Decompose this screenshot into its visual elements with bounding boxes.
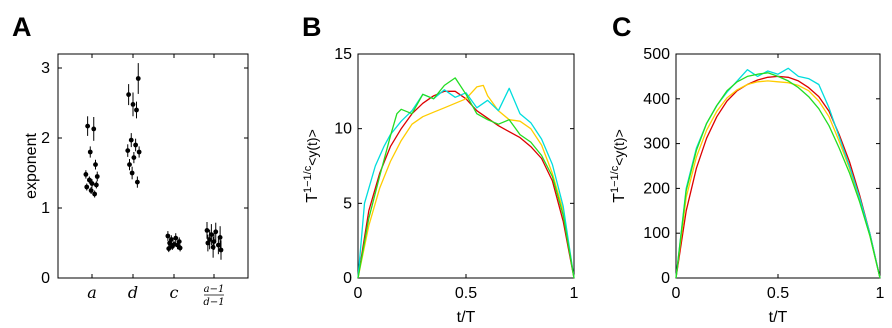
panel-b-ylabel: T1−1/c<y(t)>	[302, 129, 321, 203]
data-point	[130, 171, 135, 176]
data-point	[89, 188, 94, 193]
data-point	[165, 234, 170, 239]
ytick-label: 500	[643, 46, 670, 63]
ytick-label: 10	[334, 121, 352, 138]
panel-c-lines	[676, 68, 880, 278]
ytick-label: 1	[41, 200, 50, 217]
panel-b-ylabel-sup: 1−1/c	[302, 165, 314, 193]
data-point	[92, 192, 97, 197]
data-point	[131, 155, 136, 160]
series-line-2	[358, 88, 574, 278]
data-point	[93, 162, 98, 167]
ytick-label: 2	[41, 130, 50, 147]
data-point	[126, 92, 131, 97]
panel-c-xlabel: t/T	[769, 309, 788, 326]
xtick-label-denominator: d−1	[203, 297, 224, 308]
series-line-3	[676, 73, 880, 278]
panel-c: C t/T T1−1/c<y(t)> 0 100 200 300 400 500 0 0.5…	[609, 12, 885, 326]
xtick-label: 1	[570, 285, 579, 302]
xtick-label: 1	[876, 285, 885, 302]
data-point	[134, 108, 139, 113]
data-point	[173, 236, 178, 241]
series-line-3	[358, 78, 574, 278]
data-point	[133, 143, 138, 148]
data-point	[127, 162, 132, 167]
panel-a-points	[83, 63, 223, 260]
data-point	[216, 243, 221, 248]
series-line-1	[676, 81, 880, 278]
xtick-label: c	[170, 283, 179, 302]
data-point	[135, 180, 140, 185]
panel-c-ylabel-sup: 1−1/c	[609, 165, 621, 193]
data-point	[178, 246, 183, 251]
panel-a-ylabel: exponent	[23, 133, 40, 199]
xtick-label: 0.5	[455, 285, 477, 302]
data-point	[88, 150, 93, 155]
data-point	[131, 102, 136, 107]
xtick-label: a	[87, 283, 97, 302]
panel-label-a: A	[12, 12, 32, 42]
panel-c-ylabel-rest: <y(t)>	[611, 129, 627, 166]
xtick-label-numerator: a−1	[204, 284, 225, 295]
data-point	[137, 150, 142, 155]
series-line-0	[676, 76, 880, 278]
ytick-label: 0	[661, 270, 670, 287]
ytick-label: 400	[643, 91, 670, 108]
xtick-label: 0.5	[767, 285, 789, 302]
data-point	[205, 241, 210, 246]
data-point	[136, 76, 141, 81]
xtick-label: 0	[354, 285, 363, 302]
data-point	[83, 172, 88, 177]
data-point	[125, 148, 130, 153]
panel-b-xlabel: t/T	[457, 309, 476, 326]
ytick-label: 300	[643, 136, 670, 153]
panel-a-xticks: a d c a−1 d−1	[87, 54, 224, 308]
data-point	[91, 126, 96, 131]
ytick-label: 15	[334, 46, 352, 63]
panel-b-yticks: 0 5 10 15	[334, 46, 574, 287]
data-point	[166, 246, 171, 251]
data-point	[219, 248, 224, 253]
data-point	[94, 183, 99, 188]
series-line-1	[358, 85, 574, 278]
panel-b-ylabel-rest: <y(t)>	[304, 129, 320, 166]
panel-label-b: B	[302, 12, 322, 42]
ytick-label: 0	[41, 270, 50, 287]
data-point	[205, 228, 210, 233]
data-point	[95, 174, 100, 179]
data-point	[211, 245, 216, 250]
data-point	[129, 138, 134, 143]
ytick-label: 0	[343, 270, 352, 287]
xtick-label: 0	[672, 285, 681, 302]
data-point	[212, 239, 217, 244]
panel-b-xticks: 0 0.5 1	[354, 54, 579, 302]
ytick-label: 200	[643, 180, 670, 197]
data-point	[85, 124, 90, 129]
panel-a: A exponent 0 1 2 3 a d c a−1 d−1	[12, 12, 248, 308]
panel-c-ylabel-main: T	[611, 193, 628, 203]
ytick-label: 100	[643, 225, 670, 242]
data-point	[84, 185, 89, 190]
panel-b-lines	[358, 78, 574, 278]
ytick-label: 3	[41, 60, 50, 77]
data-point	[90, 181, 95, 186]
panel-label-c: C	[612, 12, 632, 42]
panel-b-ylabel-main: T	[304, 193, 321, 203]
series-line-0	[358, 91, 574, 278]
panel-a-yticks: 0 1 2 3	[41, 60, 248, 287]
ytick-label: 5	[343, 195, 352, 212]
xtick-label: d	[128, 283, 138, 302]
panel-b-frame	[358, 54, 574, 278]
panel-c-ylabel: T1−1/c<y(t)>	[609, 129, 628, 203]
